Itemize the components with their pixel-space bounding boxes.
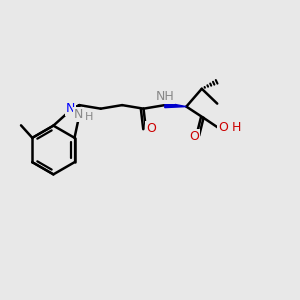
- Text: NH: NH: [155, 90, 174, 103]
- Polygon shape: [165, 103, 186, 108]
- Text: O: O: [189, 130, 199, 143]
- Text: H: H: [85, 112, 93, 122]
- Text: O: O: [218, 121, 228, 134]
- Text: N: N: [74, 108, 83, 122]
- Text: O: O: [146, 122, 156, 135]
- Text: N: N: [66, 102, 75, 115]
- Text: H: H: [232, 121, 241, 134]
